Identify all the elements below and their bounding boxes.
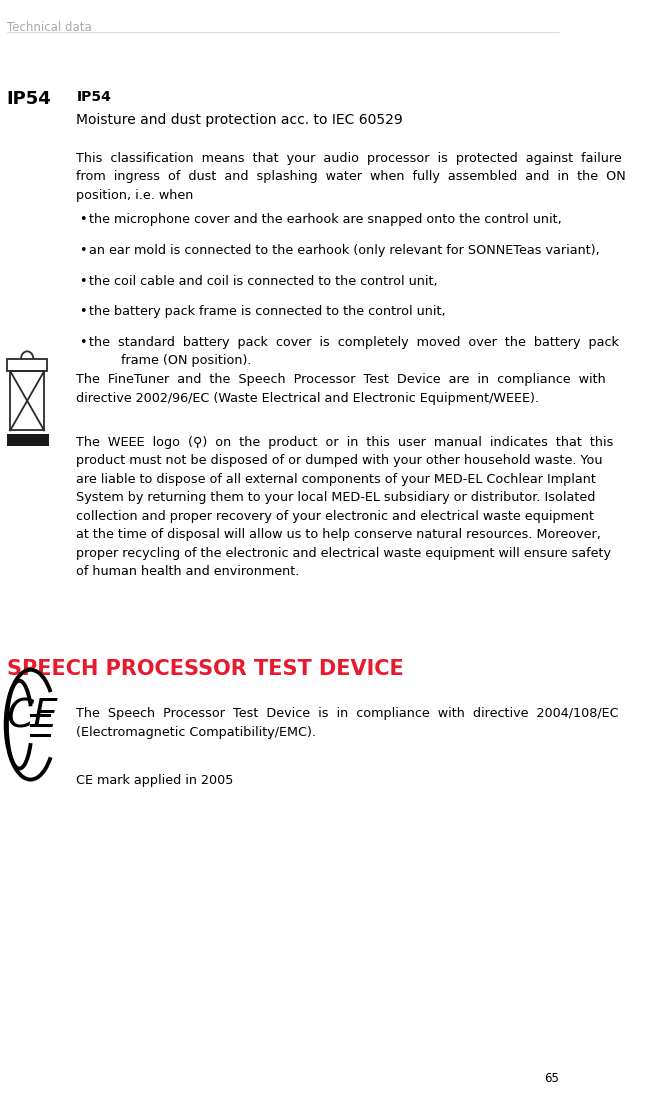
Text: 65: 65: [544, 1072, 559, 1085]
Bar: [7, 359, 47, 371]
Text: •: •: [79, 213, 87, 226]
Text: This  classification  means  that  your  audio  processor  is  protected  agains: This classification means that your audi…: [76, 152, 626, 202]
Text: IP54: IP54: [76, 90, 112, 104]
Text: The  Speech  Processor  Test  Device  is  in  compliance  with  directive  2004/: The Speech Processor Test Device is in c…: [76, 707, 619, 739]
Text: the microphone cover and the earhook are snapped onto the control unit,: the microphone cover and the earhook are…: [89, 213, 562, 226]
Text: •: •: [79, 274, 87, 288]
Text: The  WEEE  logo  (⚲)  on  the  product  or  in  this  user  manual  indicates  t: The WEEE logo (⚲) on the product or in t…: [76, 436, 614, 579]
Text: the  standard  battery  pack  cover  is  completely  moved  over  the  battery  : the standard battery pack cover is compl…: [89, 336, 619, 368]
Bar: [10, 371, 44, 430]
Text: •: •: [79, 336, 87, 349]
Text: an ear mold is connected to the earhook (only relevant for SONNETeas variant),: an ear mold is connected to the earhook …: [89, 244, 600, 257]
Text: SPEECH PROCESSOR TEST DEVICE: SPEECH PROCESSOR TEST DEVICE: [7, 659, 403, 679]
Text: Moisture and dust protection acc. to IEC 60529: Moisture and dust protection acc. to IEC…: [76, 113, 403, 127]
Text: •: •: [79, 244, 87, 257]
Text: Technical data: Technical data: [7, 21, 92, 34]
Text: IP54: IP54: [7, 90, 51, 108]
Text: CE: CE: [7, 697, 59, 736]
Text: The  FineTuner  and  the  Speech  Processor  Test  Device  are  in  compliance  : The FineTuner and the Speech Processor T…: [76, 373, 606, 405]
Text: the coil cable and coil is connected to the control unit,: the coil cable and coil is connected to …: [89, 274, 438, 288]
Text: CE mark applied in 2005: CE mark applied in 2005: [76, 774, 234, 787]
Text: •: •: [79, 305, 87, 318]
Bar: [7, 434, 49, 446]
Text: the battery pack frame is connected to the control unit,: the battery pack frame is connected to t…: [89, 305, 446, 318]
